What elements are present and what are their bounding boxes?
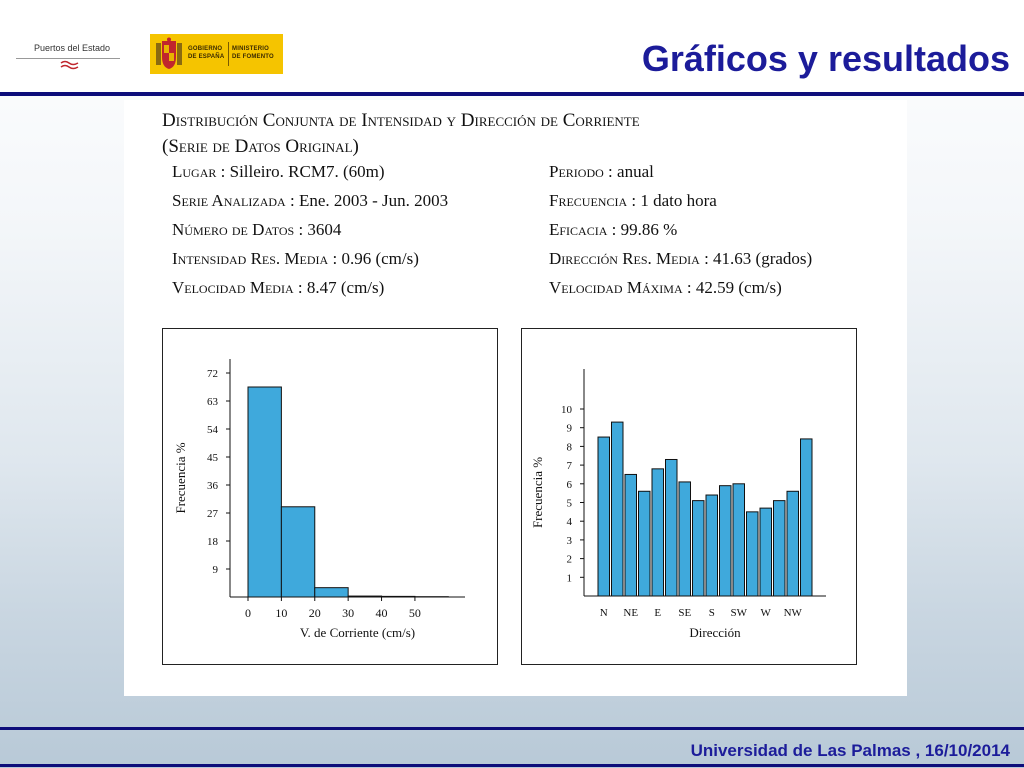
histogram-bar	[247, 386, 282, 598]
gobierno-text-2: DE ESPAÑA	[188, 54, 225, 60]
direction-bar	[705, 494, 718, 597]
histogram-bar	[381, 595, 416, 598]
direction-bar	[624, 473, 637, 597]
y-tick-label: 7	[567, 460, 573, 472]
x-axis-label: V. de Corriente (cm/s)	[300, 625, 415, 640]
x-tick-label: E	[654, 607, 661, 619]
direction-bar	[719, 485, 732, 597]
speed-histogram: 9 18 27 36 45 54 63 72 0 10 20 30 40 50 V. de Corrient…	[173, 359, 465, 640]
direction-bar	[800, 438, 813, 597]
y-tick-label: 45	[207, 452, 219, 464]
direction-bar	[597, 436, 610, 597]
ministerio-text-2: DE FOMENTO	[232, 54, 274, 60]
direction-bar	[692, 500, 705, 597]
x-tick-label: SW	[731, 607, 748, 619]
y-tick-label: 63	[207, 396, 219, 408]
puertos-logo-text: Puertos del Estado	[34, 43, 111, 53]
gobierno-ministerio-logo: GOBIERNO DE ESPAÑA MINISTERIO DE FOMENTO	[150, 34, 283, 74]
x-tick-label: 30	[342, 606, 354, 620]
coat-of-arms-icon	[156, 37, 182, 69]
direction-bar	[759, 507, 772, 597]
direction-bar	[786, 490, 799, 597]
x-tick-label: 50	[409, 606, 421, 620]
direction-histogram-panel: 1 2 3 4 5 6 7 8 9 10 N NE E SE S SW W NW Dirección Frecuenc…	[521, 328, 857, 665]
y-tick-label: 18	[207, 536, 219, 548]
footer-rule-top	[0, 727, 1024, 730]
info-intensidad: Intensidad Res. Media : 0.96 (cm/s)	[172, 249, 419, 268]
slide-header: Puertos del Estado GOBIERNO DE ESPAÑA MI…	[0, 0, 1024, 92]
report-heading: Distribución Conjunta de Intensidad y Di…	[162, 108, 640, 160]
y-tick-label: 72	[207, 368, 218, 380]
info-eficacia: Eficacia : 99.86 %	[549, 220, 678, 239]
direction-bar	[732, 483, 745, 597]
y-tick-label: 27	[207, 508, 219, 520]
x-axis-label: Dirección	[689, 625, 741, 640]
info-periodo: Periodo : anual	[549, 162, 654, 181]
info-velocidad-maxima: Velocidad Máxima : 42.59 (cm/s)	[549, 278, 782, 297]
puertos-del-estado-logo: Puertos del Estado	[16, 40, 120, 72]
x-tick-label: S	[709, 607, 715, 619]
info-direccion-media: Dirección Res. Media : 41.63 (grados)	[549, 249, 813, 268]
x-tick-label: 10	[275, 606, 287, 620]
x-tick-label: 20	[309, 606, 321, 620]
info-frecuencia: Frecuencia : 1 dato hora	[549, 191, 717, 210]
header-rule	[0, 92, 1024, 96]
info-serie: Serie Analizada : Ene. 2003 - Jun. 2003	[172, 191, 449, 210]
direction-bar	[773, 500, 786, 597]
x-tick-label: NW	[784, 607, 803, 619]
y-tick-label: 36	[207, 480, 219, 492]
gobierno-text-1: GOBIERNO	[188, 46, 223, 52]
y-tick-label: 1	[567, 572, 573, 584]
speed-histogram-panel: 9 18 27 36 45 54 63 72 0 10 20 30 40 50 V. de Corrient…	[162, 328, 498, 665]
x-tick-label: W	[761, 607, 772, 619]
info-velocidad-media: Velocidad Media : 8.47 (cm/s)	[172, 278, 385, 297]
x-tick-label: N	[600, 607, 608, 619]
x-tick-label: NE	[623, 607, 638, 619]
x-tick-label: 0	[245, 606, 251, 620]
report-heading-line1: Distribución Conjunta de Intensidad y Di…	[162, 110, 640, 131]
info-lugar: Lugar : Silleiro. RCM7. (60m)	[172, 162, 385, 181]
y-tick-label: 2	[567, 554, 573, 566]
direction-bar	[651, 468, 664, 597]
footer-rule-bottom	[0, 764, 1024, 767]
footer-text: Universidad de Las Palmas , 16/10/2014	[690, 741, 1010, 760]
y-axis-label: Frecuencia %	[173, 442, 188, 513]
x-tick-label: 40	[376, 606, 388, 620]
y-tick-label: 6	[567, 479, 573, 491]
y-tick-label: 9	[213, 564, 219, 576]
y-tick-label: 4	[567, 516, 573, 528]
histogram-bar	[314, 587, 349, 598]
x-tick-label: SE	[678, 607, 691, 619]
direction-histogram: 1 2 3 4 5 6 7 8 9 10 N NE E SE S SW W NW Dirección Frecuenc…	[530, 369, 826, 640]
slide-title: Gráficos y resultados	[641, 38, 1010, 79]
y-tick-label: 9	[567, 423, 573, 435]
y-tick-label: 54	[207, 424, 219, 436]
y-tick-label: 10	[561, 404, 573, 416]
direction-bar	[678, 481, 691, 597]
report-image: Distribución Conjunta de Intensidad y Di…	[124, 100, 907, 696]
y-axis-label: Frecuencia %	[530, 457, 545, 528]
info-numero: Número de Datos : 3604	[172, 220, 342, 239]
wave-icon	[60, 60, 79, 70]
direction-bar	[746, 511, 759, 597]
direction-bar	[665, 458, 678, 597]
y-tick-label: 5	[567, 498, 573, 510]
ministerio-text-1: MINISTERIO	[232, 46, 270, 52]
direction-bar	[638, 490, 651, 597]
histogram-bar	[280, 506, 316, 598]
y-tick-label: 8	[567, 441, 573, 453]
report-heading-line2: (Serie de Datos Original)	[162, 136, 359, 157]
y-tick-label: 3	[567, 535, 573, 547]
histogram-bar	[347, 595, 383, 598]
direction-bar	[611, 421, 624, 597]
